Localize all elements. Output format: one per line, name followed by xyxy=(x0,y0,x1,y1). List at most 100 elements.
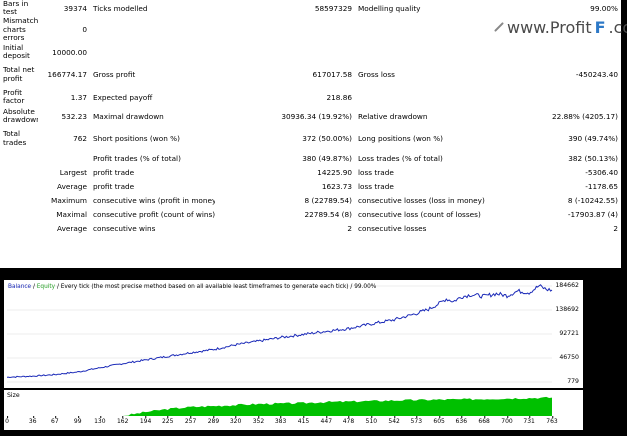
y-tick-label: 184662 xyxy=(555,282,579,289)
x-tick-label: 415 xyxy=(297,416,310,425)
x-tick-label: 225 xyxy=(161,416,174,425)
watermark-text-f: F xyxy=(594,17,606,37)
y-tick-label: 779 xyxy=(567,378,579,385)
x-tick-label: 668 xyxy=(478,416,490,425)
report-row: Mismatched charts errors 0 xyxy=(0,17,621,43)
report-cell: 99.00% xyxy=(590,3,618,13)
x-tick-label: 542 xyxy=(388,416,400,425)
x-tick-label: 447 xyxy=(320,416,333,425)
x-tick-label: 67 xyxy=(51,416,59,425)
report-cell: Long positions (won %) xyxy=(358,134,444,144)
report-cell: 58597329 xyxy=(314,3,352,13)
report-cell: 2 xyxy=(613,224,618,234)
report-cell: 380 (49.87%) xyxy=(302,154,352,164)
report-cell: Expected payoff xyxy=(93,92,153,102)
report-cell xyxy=(0,208,38,222)
report-row: Profit factor 1.37 Expected payoff 218.86 xyxy=(0,88,621,107)
legend-balance: Balance xyxy=(8,284,32,290)
x-tick-label: 478 xyxy=(342,416,355,425)
report-cell: Relative drawdown xyxy=(358,111,428,121)
report-row: Total trades 762 Short positions (won %) 37… xyxy=(0,126,621,152)
x-tick-label: 763 xyxy=(546,416,558,425)
report-cell: Maximal xyxy=(56,210,87,220)
report-cell: 14225.90 xyxy=(317,168,352,178)
report-cell: 1623.73 xyxy=(321,182,352,192)
report-cell: Bars in test xyxy=(3,0,29,17)
y-tick-label: 46750 xyxy=(559,353,579,361)
report-cell: consecutive loss (count of losses) xyxy=(358,210,481,220)
report-cell: 382 (50.13%) xyxy=(568,154,618,164)
report-cell: 372 (50.00%) xyxy=(302,134,352,144)
report-cell: -5306.40 xyxy=(585,168,618,178)
size-svg xyxy=(7,396,552,416)
report-cell: Total net profit xyxy=(3,65,35,83)
report-cell: Loss trades (% of total) xyxy=(358,154,443,164)
watermark-text-pre: www.Profit xyxy=(507,17,592,37)
x-tick-label: 194 xyxy=(139,416,152,425)
report-cell: Mismatched charts errors xyxy=(3,16,38,42)
x-tick-label: 162 xyxy=(116,416,129,425)
report-cell xyxy=(90,17,215,43)
report-cell xyxy=(0,180,38,194)
report-cell: Ticks modelled xyxy=(93,3,148,13)
report-cell xyxy=(0,222,38,236)
x-tick-label: 36 xyxy=(28,416,37,425)
report-cell xyxy=(355,17,495,43)
x-tick-label: 605 xyxy=(433,416,445,425)
report-row: Bars in test 39374 Ticks modelled 58597329 M… xyxy=(0,0,621,17)
x-tick-label: 257 xyxy=(184,416,197,425)
report-row: Profit trades (% of total) 380 (49.87%) Lo… xyxy=(0,152,621,166)
report-cell: 0 xyxy=(82,25,87,35)
size-panel: Size xyxy=(4,390,583,416)
report-cell: Largest xyxy=(59,168,87,178)
report-cell: Maximal drawdown xyxy=(93,111,164,121)
report-cell: profit trade xyxy=(93,182,135,192)
report-cell xyxy=(0,166,38,180)
size-label: Size xyxy=(7,392,20,399)
report-cell: Modelling quality xyxy=(358,3,421,13)
report-cell: 22.88% (4205.17) xyxy=(551,111,618,121)
report-cell: consecutive losses xyxy=(358,224,427,234)
report-cell: Total trades xyxy=(3,129,27,147)
report-cell: 218.86 xyxy=(326,92,352,102)
report-cell: consecutive profit (count of wins) xyxy=(93,210,215,220)
x-tick-label: 320 xyxy=(229,416,242,425)
report-row: Maximum consecutive wins (profit in money… xyxy=(0,194,621,208)
x-tick-label: 383 xyxy=(274,416,287,425)
report-cell: consecutive losses (loss in money) xyxy=(358,196,485,206)
report-table: Bars in test 39374 Ticks modelled 58597329 M… xyxy=(0,0,621,236)
report-cell: loss trade xyxy=(358,168,394,178)
report-cell: loss trade xyxy=(358,182,394,192)
report-row: Average consecutive wins 2 consecutive loss… xyxy=(0,222,621,236)
report-cell: Average xyxy=(57,224,87,234)
x-tick-label: 731 xyxy=(523,416,535,425)
report-cell xyxy=(495,88,621,107)
report-cell: 532.23 xyxy=(61,111,87,121)
report-cell: 39374 xyxy=(63,3,87,13)
report-body: Bars in test 39374 Ticks modelled 58597329 M… xyxy=(0,0,621,236)
x-tick-label: 352 xyxy=(252,416,265,425)
x-tick-label: 510 xyxy=(365,416,378,425)
legend-sep: / xyxy=(31,284,37,290)
report-cell: 2 xyxy=(347,224,352,234)
report-cell xyxy=(355,43,495,62)
report-cell xyxy=(495,43,621,62)
report-cell: Average xyxy=(57,182,87,192)
x-tick-label: 700 xyxy=(501,416,513,425)
report-cell: 1.37 xyxy=(70,92,87,102)
report-cell: Gross profit xyxy=(93,70,136,80)
legend-equity: Equity xyxy=(36,284,56,290)
test-report: Bars in test 39374 Ticks modelled 58597329 M… xyxy=(0,0,621,268)
legend-rest: / Every tick (the most precise method ba… xyxy=(55,284,377,290)
balance-chart-svg xyxy=(6,284,553,383)
report-cell: 617017.58 xyxy=(312,70,352,80)
chart-legend: Balance / Equity / Every tick (the most … xyxy=(8,284,376,290)
balance-chart: Balance / Equity / Every tick (the most … xyxy=(4,280,583,388)
x-tick-label: 289 xyxy=(207,416,220,425)
x-axis: 0 36 67 99 130 162 194 225 257 289 320 352 383 415 447… xyxy=(4,416,583,430)
report-cell: Absolute drawdown xyxy=(3,106,38,125)
report-cell xyxy=(0,194,38,208)
x-tick-label: 130 xyxy=(94,416,106,425)
report-cell xyxy=(90,43,215,62)
